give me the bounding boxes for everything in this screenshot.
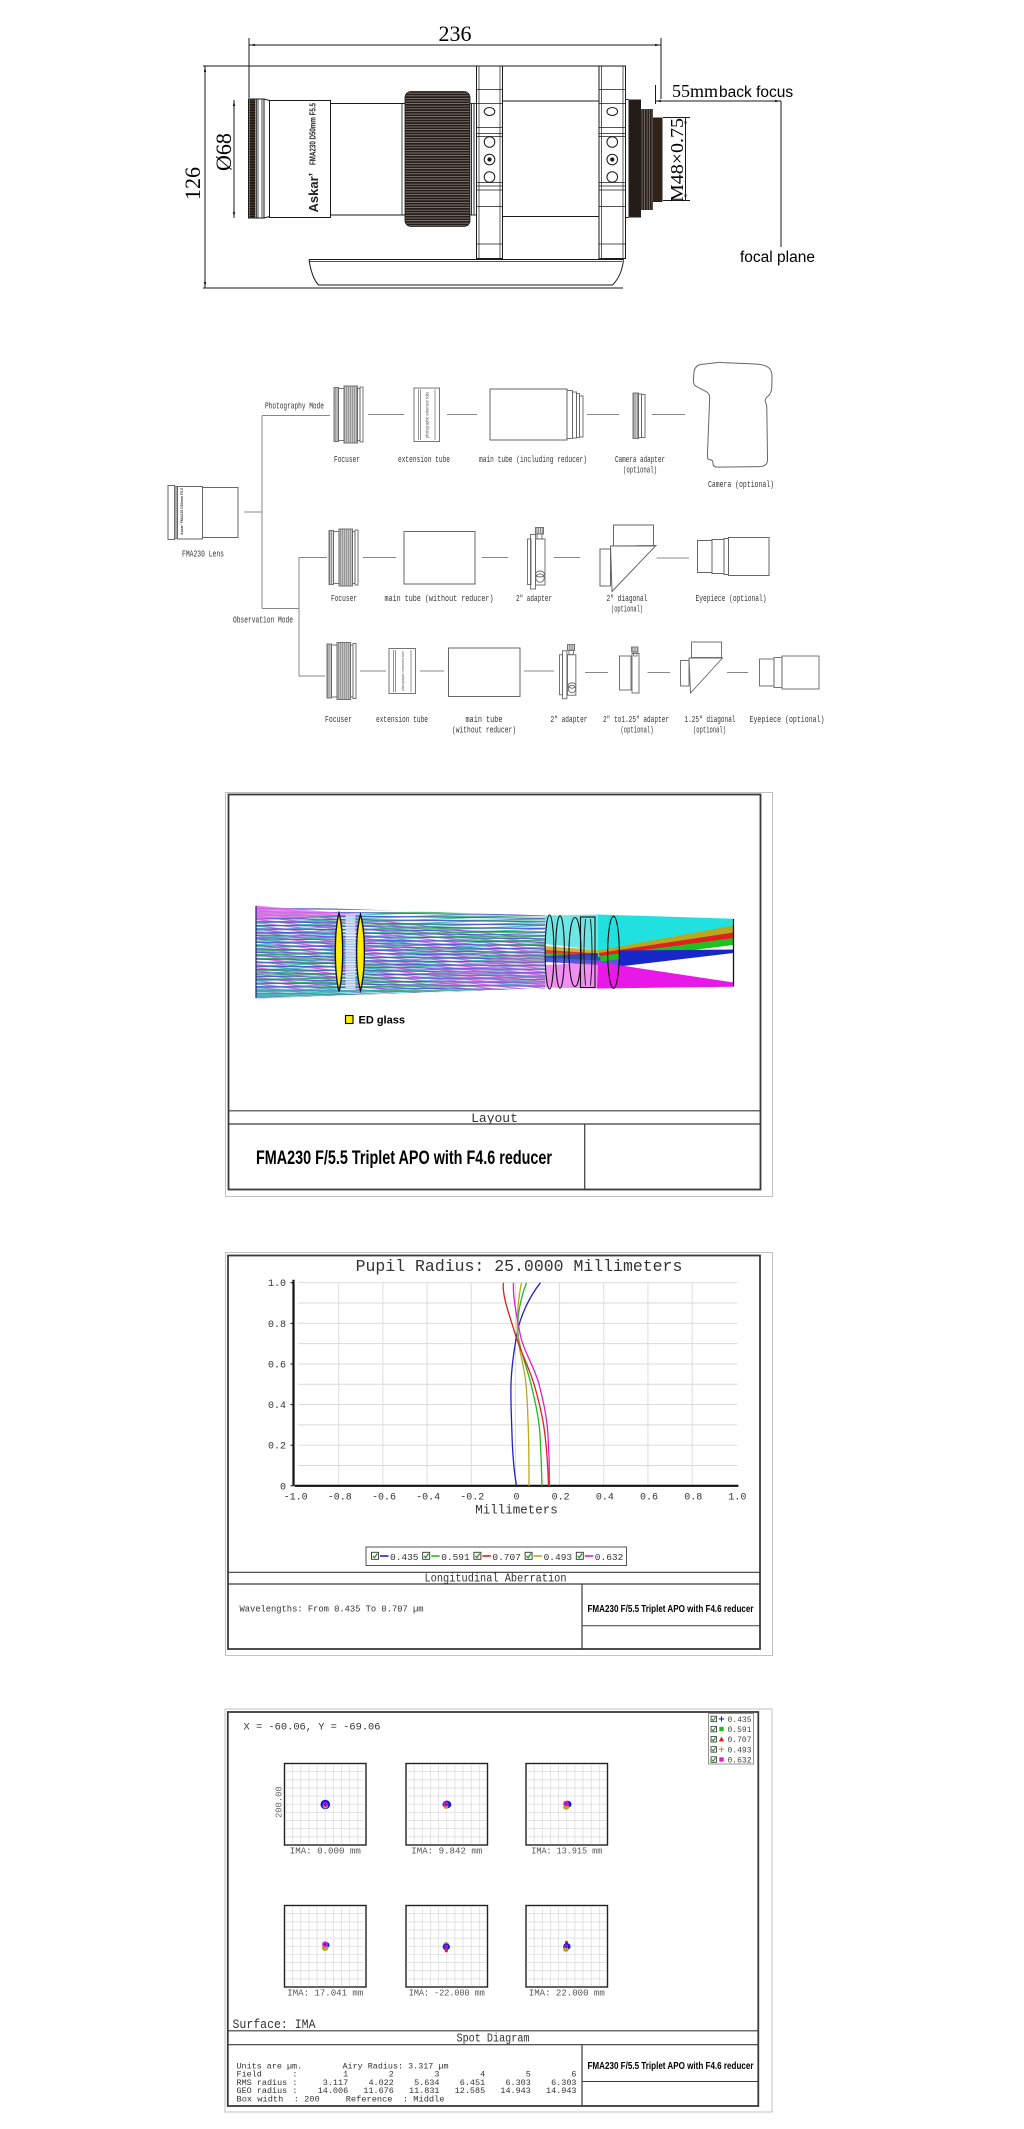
svg-text:FMA230 F/5.5 Triplet APO with: FMA230 F/5.5 Triplet APO with F4.6 reduc… [256, 1148, 552, 1169]
svg-text:IMA: 9.842 mm: IMA: 9.842 mm [411, 1846, 482, 1857]
svg-text:FMA230 F/5.5 Triplet APO with: FMA230 F/5.5 Triplet APO with F4.6 reduc… [588, 2060, 754, 2072]
svg-text:-1.0: -1.0 [284, 1493, 308, 1504]
svg-text:Pupil Radius: 25.0000 Millimet: Pupil Radius: 25.0000 Millimeters [356, 1257, 683, 1276]
svg-text:FMA230 D50mm F5.5: FMA230 D50mm F5.5 [308, 103, 318, 165]
svg-text:0.6: 0.6 [268, 1360, 286, 1371]
svg-text:FMA230 F/5.5 Triplet APO with: FMA230 F/5.5 Triplet APO with F4.6 reduc… [588, 1603, 754, 1615]
svg-text:(optional): (optional) [621, 726, 654, 736]
svg-text:(optional): (optional) [693, 726, 726, 736]
svg-text:0.493: 0.493 [544, 1552, 573, 1563]
svg-text:236: 236 [439, 21, 472, 46]
svg-text:main tube (including reducer): main tube (including reducer) [479, 455, 587, 465]
svg-text:126: 126 [180, 167, 205, 200]
svg-text:Units are µm. Airy Radi: Units are µm. Airy Radius: 3.317 µm [237, 2062, 449, 2072]
svg-text:0.707: 0.707 [492, 1552, 521, 1563]
svg-text:0.8: 0.8 [684, 1493, 702, 1504]
svg-text:0.707: 0.707 [728, 1736, 752, 1745]
svg-text:IMA: 22.000 mm: IMA: 22.000 mm [529, 1988, 605, 1999]
svg-text:0.2: 0.2 [552, 1493, 570, 1504]
svg-text:Ø68: Ø68 [211, 133, 236, 171]
svg-text:photographic extension tube: photographic extension tube [401, 651, 405, 691]
svg-text:Focuser: Focuser [334, 455, 360, 465]
svg-text:-0.8: -0.8 [328, 1493, 352, 1504]
svg-text:Focuser: Focuser [331, 594, 357, 604]
svg-text:(without reducer): (without reducer) [452, 726, 516, 736]
svg-text:-0.4: -0.4 [416, 1493, 440, 1504]
svg-text:Layout: Layout [471, 1111, 518, 1126]
svg-text:IMA: 0.000 mm: IMA: 0.000 mm [290, 1846, 361, 1857]
svg-text:2″ adapter: 2″ adapter [551, 715, 588, 725]
svg-text:Field : 1: Field : 1 2 3 4 5 6 [237, 2070, 577, 2080]
svg-text:1.25″ diagonal: 1.25″ diagonal [685, 715, 736, 725]
svg-text:Eyepiece (optional): Eyepiece (optional) [696, 594, 767, 604]
svg-text:2″ adapter: 2″ adapter [516, 594, 552, 604]
svg-text:0.632: 0.632 [595, 1552, 624, 1563]
svg-text:2″ to1.25″ adapter: 2″ to1.25″ adapter [603, 715, 669, 725]
svg-text:RMS radius : 3.117 4.02: RMS radius : 3.117 4.022 5.634 6.451 6.3… [237, 2078, 577, 2088]
svg-text:main tube: main tube [466, 715, 503, 725]
svg-text:-0.6: -0.6 [372, 1493, 396, 1504]
svg-text:extension tube: extension tube [376, 715, 428, 725]
svg-text:0.8: 0.8 [268, 1320, 286, 1331]
svg-text:Eyepiece (optional): Eyepiece (optional) [750, 715, 825, 725]
svg-text:0.591: 0.591 [728, 1726, 752, 1735]
svg-text:(optional): (optional) [623, 466, 657, 476]
svg-text:photographic extension tube: photographic extension tube [424, 391, 429, 438]
svg-text:IMA: 13.915 mm: IMA: 13.915 mm [531, 1846, 602, 1857]
svg-text:Focuser: Focuser [325, 715, 352, 725]
svg-text:Wavelengths: From 0.435 To 0.7: Wavelengths: From 0.435 To 0.707 µm [240, 1604, 424, 1615]
svg-text:IMA: 17.041 mm: IMA: 17.041 mm [287, 1988, 363, 1999]
svg-text:Askarʼ FMA230 D50mm F5.5: Askarʼ FMA230 D50mm F5.5 [180, 488, 184, 535]
svg-text:Camera (optional): Camera (optional) [708, 480, 774, 490]
svg-text:0.493: 0.493 [728, 1746, 752, 1755]
svg-text:ED glass: ED glass [359, 1015, 405, 1027]
svg-text:GEO radius : 14.006 11.67: GEO radius : 14.006 11.676 11.831 12.585… [237, 2086, 577, 2096]
svg-text:IMA: -22.000 mm: IMA: -22.000 mm [409, 1988, 485, 1999]
svg-text:Askarʼ: Askarʼ [306, 173, 321, 213]
svg-text:Millimeters: Millimeters [475, 1504, 558, 1518]
svg-text:Photography Mode: Photography Mode [265, 402, 324, 412]
svg-text:0.435: 0.435 [390, 1552, 419, 1563]
svg-text:2″ diagonal: 2″ diagonal [607, 594, 648, 604]
svg-text:1.0: 1.0 [268, 1279, 286, 1290]
svg-text:Observation Mode: Observation Mode [233, 616, 293, 626]
svg-text:focal plane: focal plane [740, 249, 815, 266]
svg-text:FMA230 Lens: FMA230 Lens [182, 550, 224, 560]
svg-text:0.4: 0.4 [596, 1493, 614, 1504]
svg-text:M48×0.75: M48×0.75 [667, 118, 687, 202]
svg-text:-0.2: -0.2 [460, 1493, 484, 1504]
svg-text:0: 0 [513, 1493, 519, 1504]
svg-text:(optional): (optional) [611, 605, 643, 615]
svg-text:Box width : 200 Reference: Box width : 200 Reference : Middle [237, 2094, 445, 2104]
svg-text:X = -60.06, Y = -69.06: X = -60.06, Y = -69.06 [244, 1722, 381, 1734]
svg-text:extension tube: extension tube [398, 455, 450, 465]
svg-text:Camera adapter: Camera adapter [615, 455, 665, 465]
svg-text:Longitudinal Aberration: Longitudinal Aberration [425, 1572, 567, 1585]
svg-text:0.2: 0.2 [268, 1442, 286, 1453]
svg-text:0.632: 0.632 [728, 1756, 752, 1765]
svg-text:55mmback focus: 55mmback focus [672, 81, 793, 101]
svg-text:0.435: 0.435 [728, 1716, 752, 1725]
svg-text:1.0: 1.0 [728, 1493, 746, 1504]
svg-text:0.591: 0.591 [441, 1552, 470, 1563]
svg-text:200.00: 200.00 [275, 1786, 285, 1818]
svg-text:main tube (without reducer): main tube (without reducer) [385, 594, 494, 604]
svg-text:0.6: 0.6 [640, 1493, 658, 1504]
svg-text:0: 0 [280, 1482, 286, 1493]
svg-text:Surface: IMA: Surface: IMA [233, 2018, 316, 2032]
svg-text:Spot Diagram: Spot Diagram [457, 2033, 530, 2046]
svg-text:0.4: 0.4 [268, 1401, 286, 1412]
